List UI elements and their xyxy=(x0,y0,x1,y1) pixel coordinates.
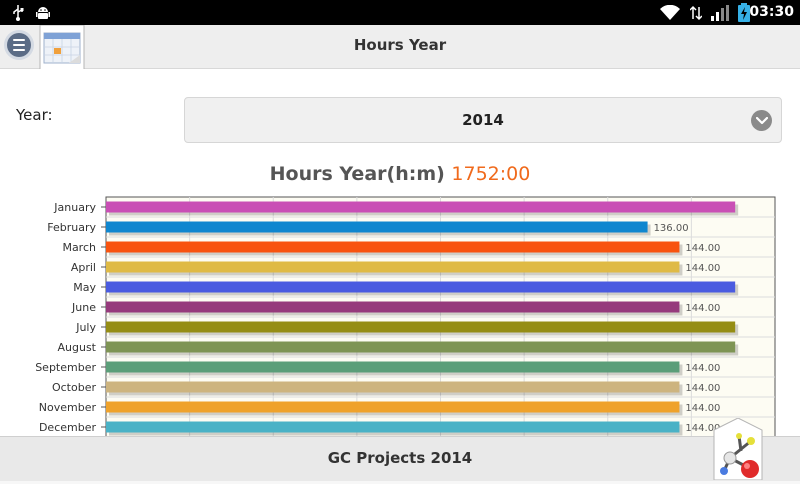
chart-total: 1752:00 xyxy=(451,163,531,185)
category-label: August xyxy=(58,341,97,354)
bar xyxy=(106,381,680,393)
category-label: February xyxy=(47,221,96,234)
project-title: GC Projects 2014 xyxy=(327,449,473,467)
signal-icon xyxy=(710,0,730,25)
bar xyxy=(106,241,680,253)
bar xyxy=(106,261,680,273)
data-label: 144.00 xyxy=(685,423,720,434)
category-label: December xyxy=(39,421,97,434)
bar xyxy=(106,361,680,373)
wifi-icon xyxy=(660,0,680,25)
year-dropdown[interactable]: 2014 xyxy=(184,97,782,143)
category-label: March xyxy=(62,241,96,254)
year-value: 2014 xyxy=(462,111,504,129)
bottom-bar: GC Projects 2014 xyxy=(0,436,800,481)
menu-icon xyxy=(13,39,25,41)
category-label: June xyxy=(71,301,96,314)
battery-icon xyxy=(737,0,751,25)
menu-button[interactable] xyxy=(7,33,31,57)
bar xyxy=(106,281,736,293)
molecule-icon xyxy=(713,417,763,481)
category-label: November xyxy=(39,401,97,414)
category-label: October xyxy=(52,381,96,394)
chart-title: Hours Year(h:m) 1752:00 xyxy=(0,163,800,185)
category-label: September xyxy=(35,361,96,374)
data-label: 144.00 xyxy=(685,403,720,414)
bar xyxy=(106,341,736,353)
chart-title-text: Hours Year(h:m) xyxy=(269,163,445,185)
data-transfer-icon xyxy=(686,0,706,25)
category-label: January xyxy=(53,201,96,214)
bar xyxy=(106,401,680,413)
category-label: May xyxy=(73,281,96,294)
data-label: 144.00 xyxy=(685,303,720,314)
bar xyxy=(106,321,736,333)
chevron-down-icon xyxy=(751,110,772,131)
action-bar: Hours Year xyxy=(0,25,800,69)
page-title: Hours Year xyxy=(353,36,447,54)
year-label: Year: xyxy=(16,106,53,124)
android-debug-icon xyxy=(34,0,52,25)
category-label: July xyxy=(75,321,96,334)
status-bar: 03:30 xyxy=(0,0,800,25)
data-label: 144.00 xyxy=(685,263,720,274)
bar xyxy=(106,421,680,433)
category-label: April xyxy=(71,261,96,274)
clock: 03:30 xyxy=(749,4,794,20)
data-label: 144.00 xyxy=(685,363,720,374)
data-label: 144.00 xyxy=(685,243,720,254)
bar xyxy=(106,301,680,313)
hours-bar-chart: January February 136.00 March 144.00 April 144… xyxy=(35,196,776,436)
bar xyxy=(106,201,736,213)
usb-icon xyxy=(10,0,26,25)
bar xyxy=(106,221,648,233)
data-label: 136.00 xyxy=(654,223,689,234)
molecule-badge[interactable] xyxy=(713,417,763,481)
data-label: 144.00 xyxy=(685,383,720,394)
